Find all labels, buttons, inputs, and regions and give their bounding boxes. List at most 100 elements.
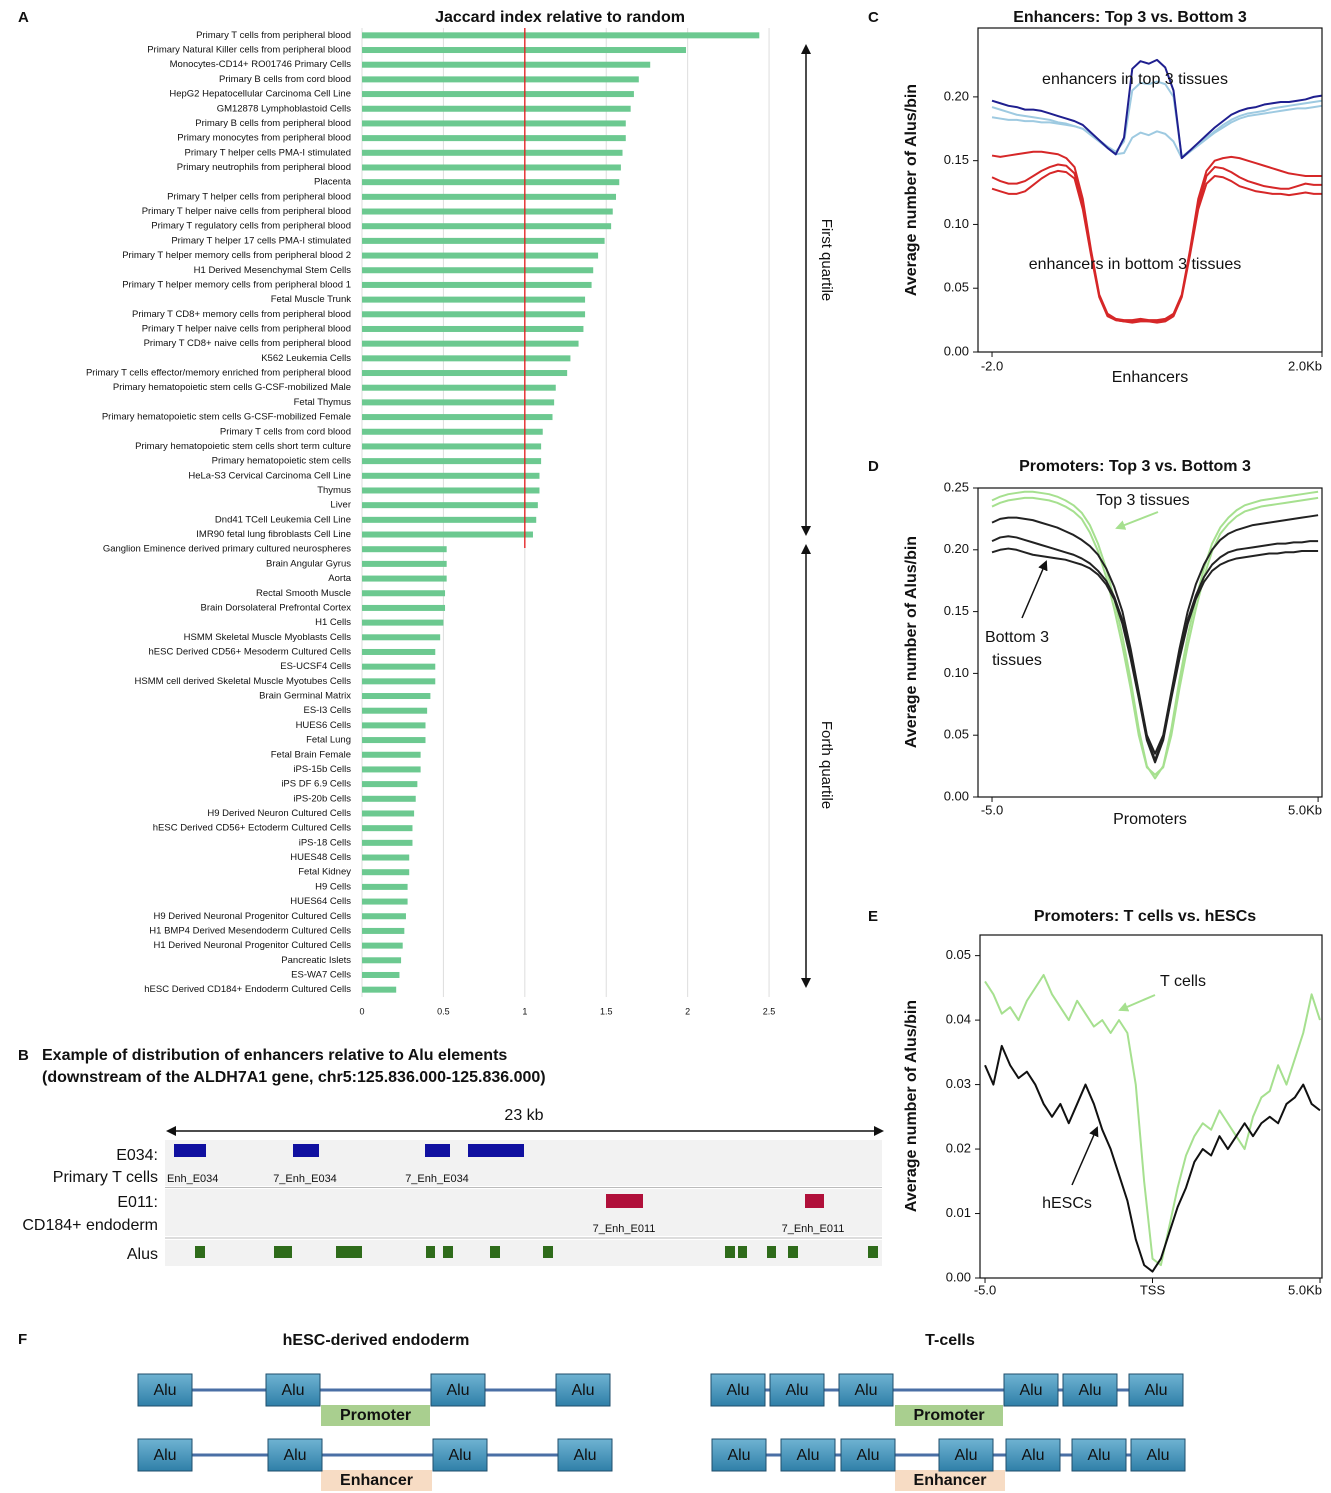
y-tick-label: 0.00 — [944, 343, 969, 358]
bar — [362, 281, 592, 288]
y-tick-label: Primary T regulatory cells from peripher… — [151, 221, 351, 232]
bar — [362, 355, 571, 362]
feature-label: 7_Enh_E011 — [782, 1223, 845, 1235]
bar — [362, 883, 408, 890]
bar — [362, 810, 415, 817]
bar — [362, 325, 584, 332]
y-tick-label: 0.20 — [944, 541, 969, 556]
y-tick-label: 0.10 — [944, 216, 969, 231]
line-series — [991, 104, 1323, 160]
bar — [362, 854, 410, 861]
bar — [362, 942, 403, 949]
y-tick-label: 0.20 — [944, 88, 969, 103]
alu-label: Alu — [571, 1382, 594, 1399]
alu-label: Alu — [1021, 1447, 1044, 1464]
alu-block — [274, 1246, 292, 1258]
x-tick-label: 5.0Kb — [1288, 1282, 1322, 1297]
line-series — [984, 1044, 1321, 1273]
line-series — [991, 547, 1319, 764]
alu-label: Alu — [448, 1447, 471, 1464]
y-tick-label: hESC Derived CD56+ Ectoderm Cultured Cel… — [153, 823, 352, 834]
bar — [362, 619, 444, 626]
plot-frame — [977, 27, 1323, 353]
bar — [362, 237, 605, 244]
track-label: Alus — [127, 1246, 158, 1263]
y-axis-label: Average number of Alus/bin — [903, 1000, 920, 1212]
y-tick-label: 0.05 — [946, 947, 971, 962]
bar — [362, 267, 594, 274]
bar — [362, 648, 436, 655]
bar — [362, 164, 621, 171]
y-tick-label: Primary T helper memory cells from perip… — [122, 250, 351, 261]
alu-box — [1062, 1373, 1118, 1407]
y-tick-label: HUES48 Cells — [290, 852, 351, 863]
y-tick-label: HSMM Skeletal Muscle Myoblasts Cells — [184, 632, 352, 643]
alu-box — [432, 1438, 488, 1472]
bar — [362, 927, 405, 934]
y-tick-label: Primary T cells from cord blood — [220, 426, 351, 437]
alu-box — [265, 1373, 321, 1407]
alu-block — [868, 1246, 878, 1258]
y-tick-label: Fetal Thymus — [294, 397, 352, 408]
annotation: Top 3 tissues — [1096, 492, 1189, 509]
y-tick-label: Primary hematopoietic stem cells — [212, 456, 352, 467]
enhancer-block — [174, 1144, 206, 1157]
x-tick-label: 1.5 — [600, 1006, 613, 1016]
y-tick-label: H1 Derived Mesenchymal Stem Cells — [194, 265, 352, 276]
bar — [362, 560, 447, 567]
bar — [362, 32, 760, 39]
y-tick-label: Primary T CD8+ memory cells from periphe… — [132, 309, 351, 320]
x-tick-label: 2.0Kb — [1288, 358, 1322, 373]
y-tick-label: iPS-15b Cells — [293, 764, 351, 775]
y-tick-label: Primary hematopoietic stem cells G-CSF-m… — [102, 412, 351, 423]
y-tick-label: Dnd41 TCell Leukemia Cell Line — [215, 514, 351, 525]
alu-box — [137, 1373, 193, 1407]
alu-label: Alu — [854, 1382, 877, 1399]
alu-box — [769, 1373, 825, 1407]
alu-label: Alu — [954, 1447, 977, 1464]
scale-label: 23 kb — [504, 1107, 543, 1124]
chart-title: Promoters: T cells vs. hESCs — [1034, 908, 1256, 925]
y-tick-label: 0.04 — [946, 1012, 971, 1027]
y-tick-label: Primary B cells from cord blood — [219, 74, 351, 85]
y-tick-label: Primary T helper naive cells from periph… — [142, 206, 351, 217]
alu-label: Alu — [153, 1447, 176, 1464]
track-bg — [165, 1189, 882, 1236]
y-tick-label: iPS-20b Cells — [293, 793, 351, 804]
y-tick-label: 0.15 — [944, 152, 969, 167]
bar — [362, 252, 599, 259]
alu-block — [490, 1246, 500, 1258]
enhancer-blocks — [606, 1194, 824, 1208]
y-tick-label: Primary monocytes from peripheral blood — [177, 133, 351, 144]
enhancer-block — [805, 1194, 824, 1208]
annotation-arrow — [1071, 1126, 1099, 1186]
line-series — [991, 514, 1319, 755]
y-tick-label: Brain Germinal Matrix — [259, 691, 351, 702]
alu-box — [557, 1438, 613, 1472]
bar — [362, 428, 543, 435]
x-tick-label: -2.0 — [981, 358, 1003, 373]
y-tick-label: Brain Dorsolateral Prefrontal Cortex — [201, 602, 352, 613]
alu-block — [336, 1246, 362, 1258]
bar — [362, 472, 540, 479]
alu-box — [1003, 1373, 1059, 1407]
alu-label: Alu — [1087, 1447, 1110, 1464]
y-tick-label: hESC Derived CD184+ Endoderm Cultured Ce… — [144, 984, 351, 995]
track-label: E034: — [116, 1147, 158, 1164]
enhancer-block — [468, 1144, 524, 1157]
x-tick-label: TSS — [1140, 1282, 1166, 1297]
bar — [362, 678, 436, 685]
y-tick-label: Brain Angular Gyrus — [266, 558, 351, 569]
bar — [362, 825, 413, 832]
bar — [362, 575, 447, 582]
region-label: Enhancer — [340, 1472, 413, 1489]
alu-label: Alu — [1144, 1382, 1167, 1399]
region-label: Promoter — [913, 1407, 984, 1424]
alu-box — [267, 1438, 323, 1472]
bar — [362, 61, 651, 68]
x-axis-label: Promoters — [1113, 811, 1187, 828]
alu-block — [725, 1246, 735, 1258]
y-axis-label: Average number of Alus/bin — [903, 84, 920, 296]
y-tick-label: Primary T helper memory cells from perip… — [122, 279, 351, 290]
